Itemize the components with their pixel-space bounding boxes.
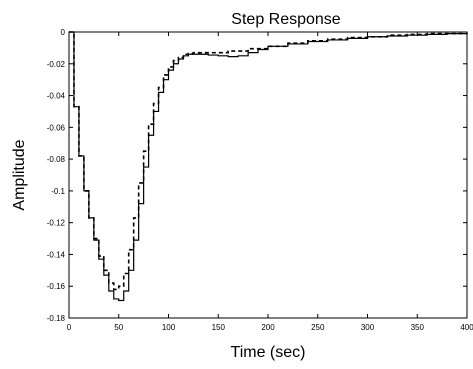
x-axis-label: Time (sec) [231,344,306,361]
y-tick-label: -0.06 [47,123,66,132]
y-axis-ticks: 0 -0.02 -0.04 -0.06 -0.08 -0.1 -0.12 -0.14 -0.16… [47,28,467,323]
y-tick-label: -0.08 [47,155,66,164]
x-tick-label: 400 [460,323,473,332]
x-axis-ticks: 0 50 100 150 200 250 300 350 400 [67,32,473,332]
plot-area [68,31,468,319]
y-tick-label: -0.14 [47,250,66,259]
x-tick-label: 50 [114,323,123,332]
y-tick-label: -0.16 [47,282,66,291]
y-axis-label: Amplitude [11,139,28,210]
x-tick-label: 250 [311,323,325,332]
x-tick-label: 300 [361,323,375,332]
y-tick-label: -0.18 [47,314,66,323]
y-tick-label: 0 [61,28,66,37]
y-tick-label: -0.1 [51,187,65,196]
x-tick-label: 200 [261,323,275,332]
y-tick-label: -0.02 [47,60,66,69]
x-tick-label: 0 [67,323,72,332]
series-layer [69,31,468,302]
series-line-dashed [69,31,468,291]
y-tick-label: -0.12 [47,219,66,228]
x-tick-label: 150 [212,323,226,332]
x-tick-label: 350 [411,323,425,332]
y-tick-label: -0.04 [47,92,66,101]
x-tick-label: 100 [162,323,176,332]
chart-title: Step Response [231,11,341,28]
